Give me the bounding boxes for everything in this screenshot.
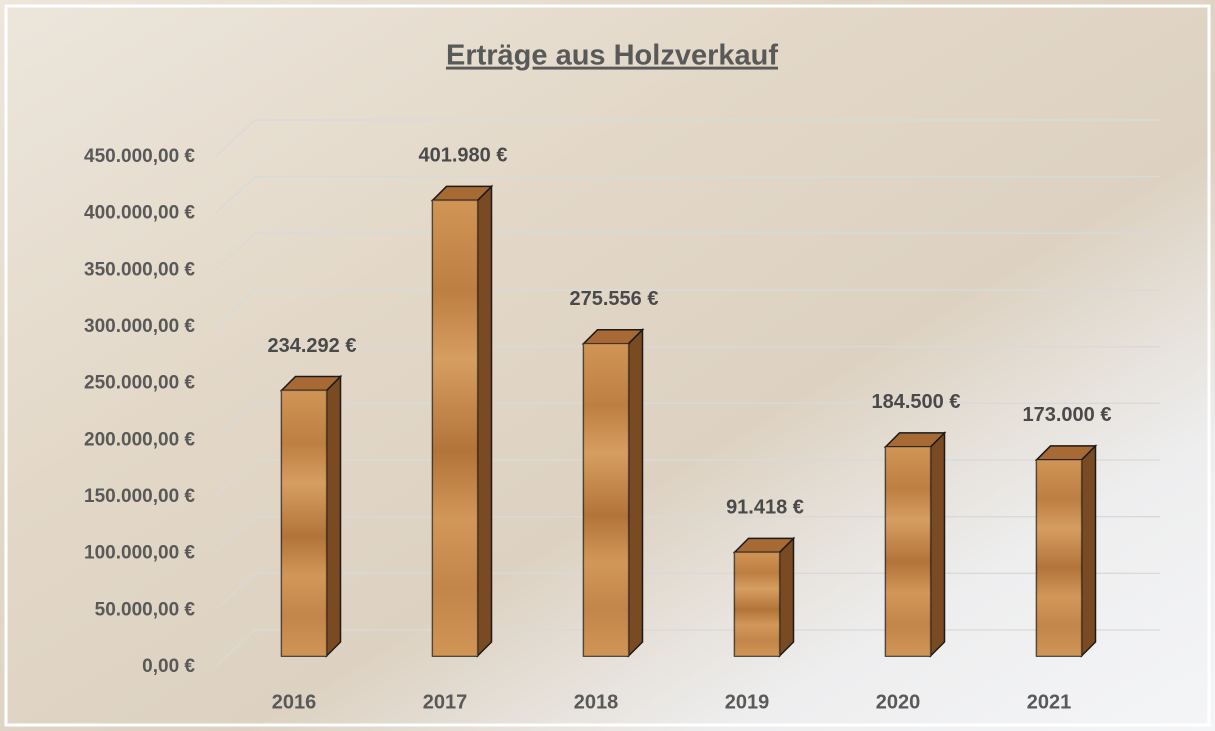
bar-grain xyxy=(1037,460,1082,656)
bar-side xyxy=(629,330,643,656)
y-tick-label: 150.000,00 € xyxy=(84,486,195,507)
value-label: 184.500 € xyxy=(872,391,961,413)
y-tick-label: 50.000,00 € xyxy=(95,599,196,620)
x-tick-label: 2021 xyxy=(1027,691,1072,713)
bar-side xyxy=(478,186,492,656)
bar-grain xyxy=(433,200,478,656)
bar-side xyxy=(780,538,794,656)
y-tick-label: 400.000,00 € xyxy=(84,203,195,224)
x-tick-label: 2020 xyxy=(876,691,921,713)
bar-grain xyxy=(282,390,327,656)
y-tick-label: 450.000,00 € xyxy=(84,146,195,167)
chart: Erträge aus Holzverkauf 0,00 € 50.000,00 … xyxy=(0,0,1215,731)
value-label: 234.292 € xyxy=(268,335,357,357)
y-tick-label: 250.000,00 € xyxy=(84,373,195,394)
y-tick-label: 350.000,00 € xyxy=(84,259,195,280)
value-label: 401.980 € xyxy=(419,145,508,167)
bar-grain xyxy=(584,344,629,656)
x-tick-label: 2019 xyxy=(725,691,770,713)
x-tick-label: 2017 xyxy=(423,691,468,713)
bar-grain xyxy=(886,447,931,656)
value-label: 173.000 € xyxy=(1023,404,1112,426)
bar-side xyxy=(327,376,341,656)
bar-side xyxy=(1082,446,1096,656)
y-tick-label: 200.000,00 € xyxy=(84,429,195,450)
value-label: 275.556 € xyxy=(570,288,659,310)
value-label: 91.418 € xyxy=(726,497,804,519)
y-tick-label: 0,00 € xyxy=(142,656,195,677)
y-tick-label: 300.000,00 € xyxy=(84,316,195,337)
bar-grain xyxy=(735,552,780,656)
x-tick-label: 2018 xyxy=(574,691,619,713)
x-tick-label: 2016 xyxy=(272,691,317,713)
bar-side xyxy=(931,433,945,656)
chart-title: Erträge aus Holzverkauf xyxy=(446,40,778,72)
y-tick-label: 100.000,00 € xyxy=(84,543,195,564)
